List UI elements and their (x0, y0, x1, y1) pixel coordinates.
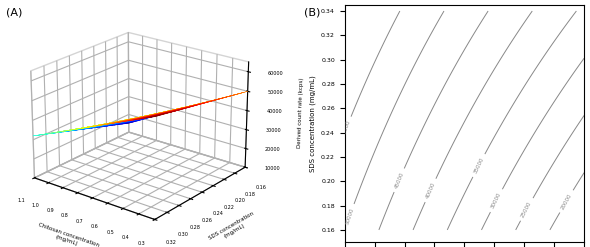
Text: 25000: 25000 (520, 201, 533, 218)
Text: 30000: 30000 (490, 192, 503, 210)
Y-axis label: SDS concentration
(mg/mL): SDS concentration (mg/mL) (208, 211, 258, 246)
Text: 45000: 45000 (394, 171, 405, 189)
Y-axis label: SDS concentration (mg/mL): SDS concentration (mg/mL) (309, 75, 316, 172)
Text: 55000: 55000 (341, 120, 352, 138)
X-axis label: Chitosan concentration
(mg/mL): Chitosan concentration (mg/mL) (35, 222, 100, 247)
Text: 40000: 40000 (425, 181, 436, 199)
Text: 50000: 50000 (345, 207, 355, 225)
Text: (A): (A) (6, 7, 22, 17)
Text: 20000: 20000 (560, 192, 573, 210)
Text: (B): (B) (304, 7, 320, 17)
Text: 35000: 35000 (473, 157, 485, 174)
